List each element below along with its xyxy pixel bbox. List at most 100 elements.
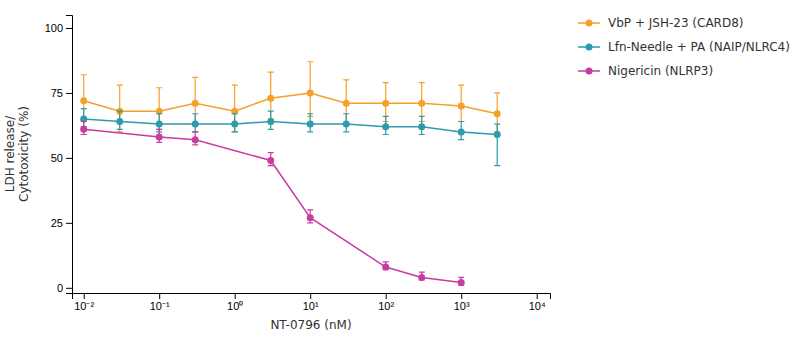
x-tick: 10¹: [303, 293, 319, 312]
point: [494, 131, 501, 138]
error-bar: [232, 114, 238, 132]
point: [192, 100, 199, 107]
error-bar: [419, 116, 425, 134]
point: [382, 100, 389, 107]
legend-item: Lfn-Needle + PA (NAIP/NLRC4): [578, 40, 790, 54]
y-tick-label: 25: [51, 217, 63, 229]
point: [382, 123, 389, 130]
point: [192, 136, 199, 143]
y-tick-label: 75: [51, 87, 63, 99]
error-bar: [156, 129, 162, 142]
point: [458, 279, 465, 286]
error-bar: [307, 62, 313, 117]
x-tick-mark: [84, 293, 85, 299]
point: [267, 118, 274, 125]
series-line: [84, 93, 498, 114]
x-tick-mark: [461, 293, 462, 299]
point: [307, 121, 314, 128]
x-tick-label: 10⁴: [529, 300, 546, 312]
y-axis: 0 25 50 75 100: [45, 16, 73, 294]
chart: 10⁻² 10⁻¹ 10⁰ 10¹ 10² 10³ 10⁴ 0 25 50 75 100 NT-0796…: [0, 0, 800, 338]
point: [156, 121, 163, 128]
y-tick: 100: [45, 22, 72, 34]
y-tick: 75: [51, 87, 72, 99]
x-tick-mark: [235, 293, 236, 299]
error-bar: [307, 210, 313, 223]
x-tick-mark: [537, 293, 538, 299]
x-tick-label: 10⁻²: [74, 300, 94, 312]
y-tick-mark: [66, 93, 72, 94]
marks: [80, 62, 501, 286]
legend-swatch-marker: [586, 44, 593, 51]
legend-swatch-marker: [586, 20, 593, 27]
error-bar: [117, 85, 123, 132]
x-tick-label: 10¹: [303, 300, 319, 312]
point: [80, 97, 87, 104]
series: [80, 122, 465, 287]
point: [80, 126, 87, 133]
series-line: [84, 129, 462, 282]
x-tick: 10⁴: [529, 293, 546, 312]
x-tick-label: 10³: [454, 300, 470, 312]
point: [307, 214, 314, 221]
y-tick-label: 50: [51, 152, 63, 164]
legend: VbP + JSH-23 (CARD8) Lfn-Needle + PA (NAI…: [578, 16, 790, 78]
error-bar: [81, 122, 87, 135]
x-tick-label: 10⁻¹: [150, 300, 170, 312]
x-tick-label: 10²: [378, 300, 394, 312]
error-bar: [232, 85, 238, 132]
y-axis-line: [66, 16, 73, 294]
error-bar: [419, 83, 425, 122]
x-axis-title: NT-0796 (nM): [270, 318, 351, 332]
error-bar: [458, 277, 464, 285]
error-bar: [383, 262, 389, 270]
point: [116, 118, 123, 125]
error-bar: [458, 85, 464, 121]
error-bar: [343, 114, 349, 132]
y-tick-mark: [66, 28, 72, 29]
error-bar: [192, 114, 198, 132]
legend-label: Nigericin (NLRP3): [608, 64, 713, 78]
legend-swatch-marker: [586, 68, 593, 75]
y-tick: 0: [57, 282, 72, 294]
point: [156, 134, 163, 141]
x-tick-mark: [310, 293, 311, 299]
x-tick-mark: [386, 293, 387, 299]
point: [231, 121, 238, 128]
point: [267, 157, 274, 164]
point: [418, 100, 425, 107]
point: [343, 121, 350, 128]
y-tick: 25: [51, 217, 72, 229]
legend-item: Nigericin (NLRP3): [578, 64, 713, 78]
point: [418, 123, 425, 130]
y-tick-mark: [66, 223, 72, 224]
point: [307, 89, 314, 96]
y-tick-mark: [66, 158, 72, 159]
x-axis: 10⁻² 10⁻¹ 10⁰ 10¹ 10² 10³ 10⁴: [73, 293, 551, 312]
x-tick-mark: [159, 293, 160, 299]
plot: 10⁻² 10⁻¹ 10⁰ 10¹ 10² 10³ 10⁴ 0 25 50 75 100 NT-0796…: [3, 16, 551, 333]
error-bar: [307, 114, 313, 132]
x-tick: 10⁻¹: [150, 293, 170, 312]
legend-label: Lfn-Needle + PA (NAIP/NLRC4): [608, 40, 790, 54]
x-tick: 10²: [378, 293, 394, 312]
error-bar: [192, 132, 198, 145]
error-bar: [383, 83, 389, 122]
legend-item: VbP + JSH-23 (CARD8): [578, 16, 744, 30]
error-bar: [494, 124, 500, 166]
point: [458, 128, 465, 135]
point: [418, 274, 425, 281]
error-bar: [383, 116, 389, 134]
x-tick: 10³: [454, 293, 470, 312]
y-tick-label: 100: [45, 22, 63, 34]
y-axis-title: LDH release/Cytotoxicity (%): [3, 106, 31, 202]
point: [494, 110, 501, 117]
series-line: [84, 119, 498, 135]
error-bar: [268, 111, 274, 129]
error-bar: [419, 272, 425, 280]
y-tick-mark: [66, 288, 72, 289]
x-tick: 10⁻²: [74, 293, 94, 312]
series: [80, 62, 501, 132]
y-tick: 50: [51, 152, 72, 164]
x-tick: 10⁰: [227, 293, 243, 312]
